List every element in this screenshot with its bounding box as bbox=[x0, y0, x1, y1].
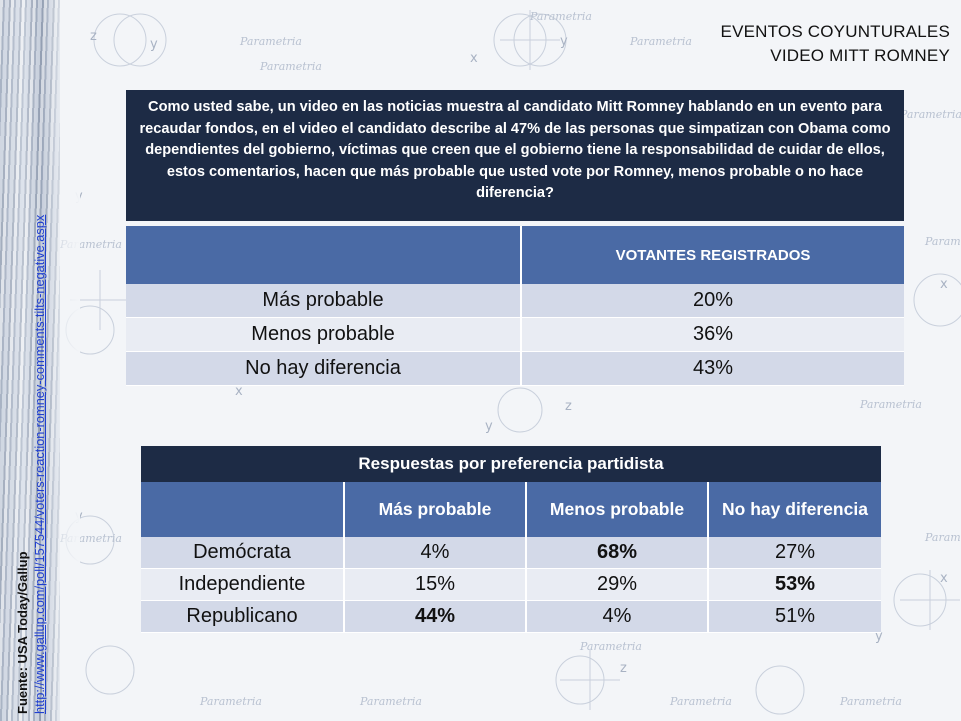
svg-text:y: y bbox=[485, 419, 493, 434]
column-header: No hay diferencia bbox=[708, 482, 881, 537]
row-label: Demócrata bbox=[141, 537, 345, 569]
cell-value: 4% bbox=[344, 537, 527, 569]
svg-text:z: z bbox=[90, 29, 97, 44]
row-label: Independiente bbox=[141, 568, 345, 601]
svg-text:y: y bbox=[875, 629, 883, 644]
survey-question: Como usted sabe, un video en las noticia… bbox=[126, 90, 904, 221]
table-row: Demócrata 4% 68% 27% bbox=[141, 537, 881, 569]
svg-text:Parametria: Parametria bbox=[859, 398, 922, 411]
svg-text:Parametria: Parametria bbox=[629, 35, 692, 48]
row-label: No hay diferencia bbox=[126, 351, 522, 386]
svg-text:z: z bbox=[565, 399, 572, 414]
svg-text:Parametria: Parametria bbox=[199, 695, 262, 708]
source-label: Fuente: USA Today/Gallup bbox=[15, 551, 30, 714]
row-label: Menos probable bbox=[126, 317, 522, 352]
svg-text:Parametria: Parametria bbox=[669, 695, 732, 708]
table-row: Independiente 15% 29% 53% bbox=[141, 568, 881, 601]
svg-text:Parametria: Parametria bbox=[529, 10, 592, 23]
cell-value: 29% bbox=[526, 568, 709, 601]
title-line-1: EVENTOS COYUNTURALES bbox=[720, 22, 950, 41]
cell-value: 68% bbox=[526, 537, 709, 569]
row-value: 43% bbox=[521, 351, 904, 386]
svg-text:Parametria: Parametria bbox=[899, 108, 961, 121]
table-row: Republicano 44% 4% 51% bbox=[141, 600, 881, 633]
svg-text:Parametria: Parametria bbox=[359, 695, 422, 708]
svg-text:y: y bbox=[560, 34, 568, 49]
svg-text:Parametria: Parametria bbox=[839, 695, 902, 708]
svg-text:y: y bbox=[150, 37, 158, 52]
svg-text:x: x bbox=[940, 277, 948, 292]
watermark-text: Parametria bbox=[239, 35, 302, 48]
svg-text:x: x bbox=[470, 51, 478, 66]
svg-text:Parametria: Parametria bbox=[924, 235, 961, 248]
cell-value: 27% bbox=[708, 537, 881, 569]
table-row: No hay diferencia 43% bbox=[126, 351, 904, 386]
svg-text:x: x bbox=[235, 384, 243, 399]
page-title: EVENTOS COYUNTURALES VIDEO MITT ROMNEY bbox=[721, 20, 950, 68]
cell-value: 44% bbox=[344, 600, 527, 633]
party-table-title: Respuestas por preferencia partidista bbox=[141, 446, 881, 482]
party-preference-table: Respuestas por preferencia partidista Má… bbox=[141, 446, 881, 633]
row-label: Más probable bbox=[126, 284, 522, 318]
cell-value: 51% bbox=[708, 600, 881, 633]
svg-text:z: z bbox=[620, 661, 627, 676]
column-header-registered-voters: VOTANTES REGISTRADOS bbox=[521, 226, 904, 284]
svg-text:Parametria: Parametria bbox=[924, 531, 961, 544]
column-header: Menos probable bbox=[526, 482, 709, 537]
cell-value: 15% bbox=[344, 568, 527, 601]
column-header: Más probable bbox=[344, 482, 527, 537]
row-label: Republicano bbox=[141, 600, 345, 633]
row-value: 20% bbox=[521, 284, 904, 318]
cell-value: 4% bbox=[526, 600, 709, 633]
registered-voters-table: VOTANTES REGISTRADOS Más probable 20% Me… bbox=[126, 226, 904, 386]
table-row: Más probable 20% bbox=[126, 284, 904, 318]
svg-text:x: x bbox=[940, 571, 948, 586]
table-row: Menos probable 36% bbox=[126, 317, 904, 352]
title-line-2: VIDEO MITT ROMNEY bbox=[770, 46, 950, 65]
row-value: 36% bbox=[521, 317, 904, 352]
source-citation: Fuente: USA Today/Gallup http://www.gall… bbox=[14, 114, 48, 714]
source-link[interactable]: http://www.gallup.com/poll/157544/voters… bbox=[32, 214, 47, 714]
svg-text:Parametria: Parametria bbox=[579, 640, 642, 653]
svg-text:Parametria: Parametria bbox=[259, 60, 322, 73]
cell-value: 53% bbox=[708, 568, 881, 601]
